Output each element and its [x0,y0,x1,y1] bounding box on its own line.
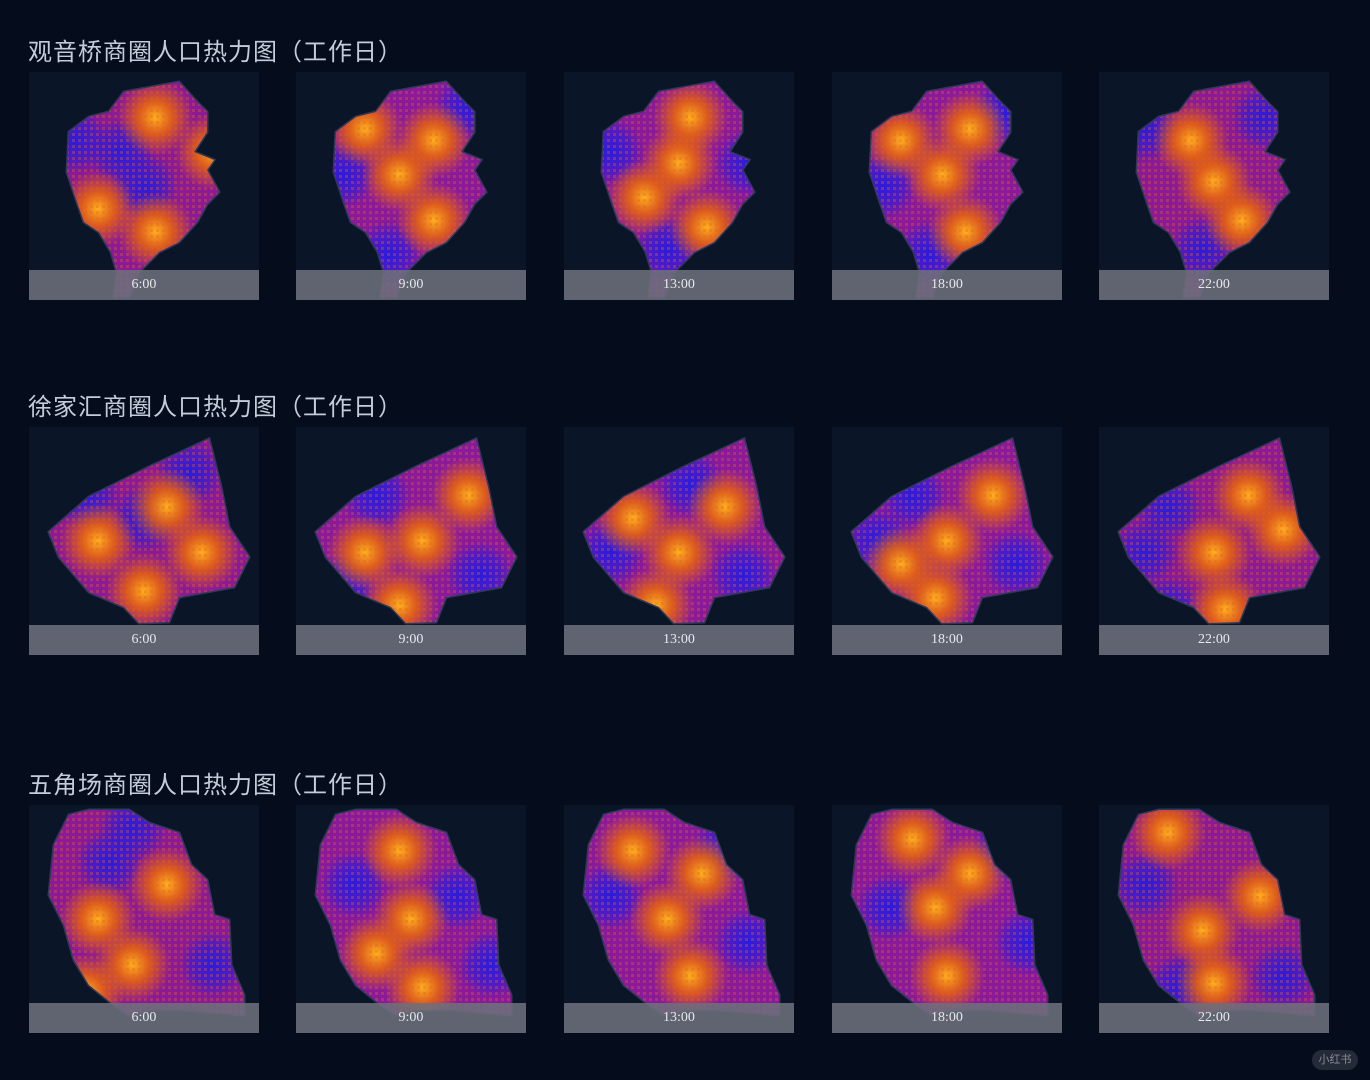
heatmap-panel[interactable]: 9:00 [296,72,526,300]
heat-layer [852,810,1047,1015]
heatmap-map [600,80,756,299]
heatmap-panel[interactable]: 18:00 [832,427,1062,655]
time-caption: 9:00 [296,625,526,655]
grid-texture [316,810,511,1015]
heat-layer [584,439,784,623]
heatmap-map [65,80,221,299]
heatmap-map [582,808,781,1017]
time-caption: 13:00 [564,270,794,300]
heatmap-panel[interactable]: 9:00 [296,805,526,1033]
heatmap-map [868,80,1024,299]
grid-texture [316,439,516,623]
time-caption: 18:00 [832,625,1062,655]
heatmap-panel[interactable]: 13:00 [564,805,794,1033]
time-caption: 22:00 [1099,1003,1329,1033]
time-caption: 6:00 [29,270,259,300]
heatmap-map [582,436,786,625]
grid-texture [584,439,784,623]
heat-layer [1137,82,1289,297]
heat-layer [870,82,1022,297]
heat-layer [602,82,754,297]
grid-texture [584,810,779,1015]
heatmap-panel[interactable]: 6:00 [29,427,259,655]
grid-texture [852,439,1052,623]
time-caption: 22:00 [1099,625,1329,655]
heatmap-panel[interactable]: 9:00 [296,427,526,655]
heatmap-map [1117,808,1316,1017]
heatmap-panel[interactable]: 13:00 [564,72,794,300]
heatmap-map [850,436,1054,625]
heatmap-panel[interactable]: 22:00 [1099,805,1329,1033]
heat-layer [49,810,244,1015]
section-title: 徐家汇商圈人口热力图（工作日） [28,393,403,421]
time-caption: 22:00 [1099,270,1329,300]
grid-texture [334,82,486,297]
time-caption: 13:00 [564,625,794,655]
heatmap-map [47,436,251,625]
heatmap-map [1135,80,1291,299]
time-caption: 6:00 [29,1003,259,1033]
heatmap-map [332,80,488,299]
heat-layer [852,439,1052,623]
heatmap-panel[interactable]: 6:00 [29,72,259,300]
time-caption: 18:00 [832,1003,1062,1033]
time-caption: 9:00 [296,270,526,300]
heatmap-map [1117,436,1321,625]
grid-texture [1119,810,1314,1015]
time-caption: 18:00 [832,270,1062,300]
grid-texture [67,82,219,297]
grid-texture [870,82,1022,297]
heatmap-panel[interactable]: 6:00 [29,805,259,1033]
heat-layer [49,439,249,623]
time-caption: 6:00 [29,625,259,655]
heat-layer [1119,439,1319,623]
heatmap-panel[interactable]: 18:00 [832,805,1062,1033]
heat-layer [316,810,511,1015]
watermark-badge: 小红书 [1312,1050,1358,1070]
heatmap-panel[interactable]: 22:00 [1099,72,1329,300]
heatmap-map [47,808,246,1017]
heat-layer [316,439,516,623]
heatmap-panel[interactable]: 13:00 [564,427,794,655]
time-caption: 13:00 [564,1003,794,1033]
section-title: 五角场商圈人口热力图（工作日） [28,771,403,799]
grid-texture [49,439,249,623]
heatmap-panel[interactable]: 18:00 [832,72,1062,300]
grid-texture [602,82,754,297]
heatmap-map [314,436,518,625]
heatmap-map [314,808,513,1017]
time-caption: 9:00 [296,1003,526,1033]
grid-texture [49,810,244,1015]
heat-layer [584,810,779,1015]
heatmap-panel[interactable]: 22:00 [1099,427,1329,655]
grid-texture [1119,439,1319,623]
heat-layer [334,82,486,297]
grid-texture [852,810,1047,1015]
heatmap-map [850,808,1049,1017]
section-title: 观音桥商圈人口热力图（工作日） [28,38,403,66]
grid-texture [1137,82,1289,297]
heat-layer [1119,810,1314,1015]
heat-layer [67,82,219,297]
